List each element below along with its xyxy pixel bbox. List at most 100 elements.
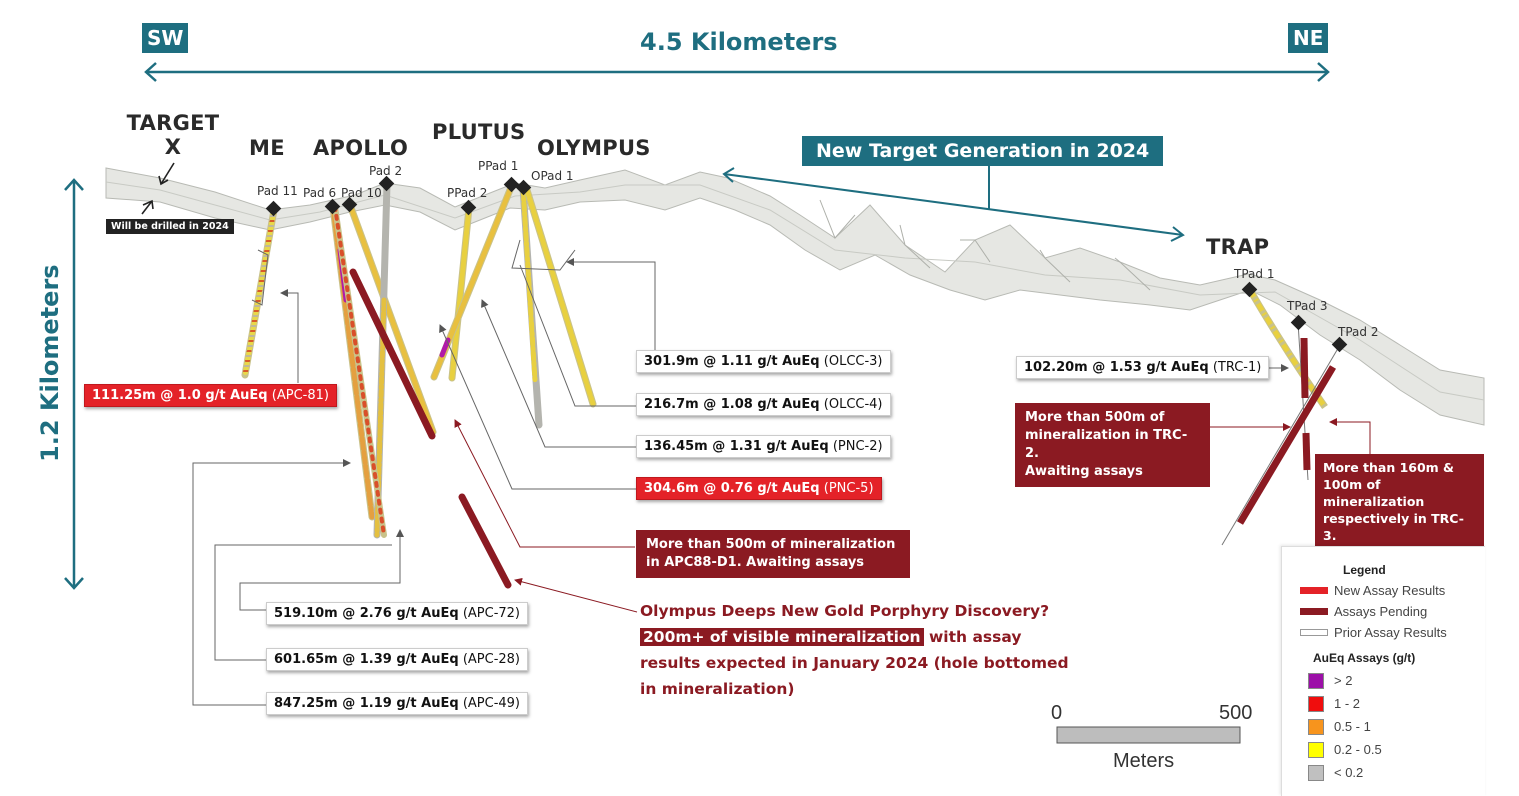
grade-swatch — [1308, 764, 1324, 781]
target-me-label: ME — [249, 136, 285, 160]
pad-markers — [265, 175, 1348, 353]
prior-swatch — [1300, 629, 1328, 636]
legend-item-new-assay: New Assay Results — [1300, 580, 1447, 601]
intercept-callout-pnc2: 136.45m @ 1.31 g/t AuEq (PNC-2) — [636, 435, 891, 458]
hole-id: (OLCC-3) — [823, 354, 883, 369]
pad-label: Pad 6 — [303, 186, 337, 200]
note-line: More than 160m & — [1323, 460, 1454, 475]
legend-label: 0.5 - 1 — [1334, 719, 1371, 734]
scale-bar-graphic — [1056, 726, 1241, 744]
note-line: More than 500m of mineralization — [646, 537, 896, 552]
intercept-value: 847.25m @ 1.19 g/t AuEq — [274, 696, 459, 711]
intercept-callout-apc72: 519.10m @ 2.76 g/t AuEq (APC-72) — [266, 602, 528, 625]
grade-swatch — [1308, 718, 1324, 735]
hole-id: (PNC-5) — [823, 481, 874, 496]
legend-label: Prior Assay Results — [1334, 625, 1447, 640]
legend-label: 1 - 2 — [1334, 696, 1361, 711]
legend-label: 0.2 - 0.5 — [1334, 742, 1382, 757]
hole-id: (APC-28) — [462, 652, 520, 667]
target-trap-label: TRAP — [1206, 235, 1270, 259]
leader-lines — [192, 239, 1371, 706]
intercept-value: 102.20m @ 1.53 g/t AuEq — [1024, 360, 1209, 375]
intercept-value: 216.7m @ 1.08 g/t AuEq — [644, 397, 820, 412]
discovery-text: with assay — [923, 628, 1022, 646]
pad-label: TPad 3 — [1287, 299, 1328, 313]
intercept-value: 301.9m @ 1.11 g/t AuEq — [644, 354, 820, 369]
horizontal-span-label: 4.5 Kilometers — [640, 28, 838, 56]
target-olympus-label: OLYMPUS — [537, 136, 651, 160]
legend-item-prior: Prior Assay Results — [1300, 622, 1447, 643]
note-line: mineralization in TRC-2. — [1025, 428, 1188, 461]
pad-label: OPad 1 — [531, 169, 574, 183]
legend-label: > 2 — [1334, 673, 1353, 688]
new-target-arrow — [722, 165, 1185, 242]
legend-panel: Legend New Assay Results Assays Pending … — [1281, 546, 1485, 796]
pending-note-trc2: More than 500m of mineralization in TRC-… — [1015, 403, 1210, 487]
target-x-line2: X — [164, 135, 182, 159]
pad-label: PPad 1 — [478, 159, 519, 173]
legend-grade-1-2: 1 - 2 — [1308, 692, 1382, 715]
horizontal-span-arrow — [144, 62, 1330, 82]
legend-label: Assays Pending — [1334, 604, 1428, 619]
intercept-callout-apc81: 111.25m @ 1.0 g/t AuEq (APC-81) — [84, 384, 337, 407]
grade-swatch — [1308, 672, 1324, 689]
legend-grade-02-05: 0.2 - 0.5 — [1308, 738, 1382, 761]
sw-direction-badge: SW — [142, 23, 189, 53]
intercept-value: 111.25m @ 1.0 g/t AuEq — [92, 388, 268, 403]
legend-grade-gt2: > 2 — [1308, 669, 1382, 692]
trap-drill-holes — [1221, 288, 1341, 546]
legend-label: < 0.2 — [1334, 765, 1364, 780]
hole-id: (APC-72) — [462, 606, 520, 621]
terrain-surface — [105, 167, 1485, 426]
hole-id: (APC-81) — [271, 388, 329, 403]
note-line: Awaiting assays — [1025, 464, 1143, 479]
discovery-title: Olympus Deeps New Gold Porphyry Discover… — [640, 602, 1050, 620]
note-line: in APC88-D1. Awaiting assays — [646, 555, 865, 570]
vertical-span-label: 1.2 Kilometers — [36, 264, 64, 462]
legend-title: Legend — [1343, 563, 1386, 577]
new-assay-swatch — [1300, 587, 1328, 594]
vertical-span-arrow — [64, 178, 84, 590]
grade-legend-title: AuEq Assays (g/t) — [1313, 651, 1416, 665]
will-be-drilled-note: Will be drilled in 2024 — [106, 219, 234, 234]
pending-swatch — [1300, 608, 1328, 615]
intercept-callout-pnc5: 304.6m @ 0.76 g/t AuEq (PNC-5) — [636, 477, 882, 500]
legend-grade-05-1: 0.5 - 1 — [1308, 715, 1382, 738]
legend-label: New Assay Results — [1334, 583, 1446, 598]
pending-note-apc88: More than 500m of mineralization in APC8… — [636, 530, 910, 578]
hole-id: (APC-49) — [462, 696, 520, 711]
scale-end: 500 — [1219, 702, 1253, 724]
intercept-callout-olcc3: 301.9m @ 1.11 g/t AuEq (OLCC-3) — [636, 350, 891, 373]
intercept-callout-olcc4: 216.7m @ 1.08 g/t AuEq (OLCC-4) — [636, 393, 891, 416]
discovery-text: results expected in January 2024 (hole b… — [640, 654, 1069, 672]
target-x-arrows — [141, 162, 175, 215]
note-line: More than 500m of — [1025, 410, 1165, 425]
intercept-value: 519.10m @ 2.76 g/t AuEq — [274, 606, 459, 621]
scale-start: 0 — [1051, 702, 1063, 724]
hole-id: (TRC-1) — [1212, 360, 1262, 375]
hole-id: (OLCC-4) — [823, 397, 883, 412]
intercept-callout-apc28: 601.65m @ 1.39 g/t AuEq (APC-28) — [266, 648, 528, 671]
target-plutus-label: PLUTUS — [432, 120, 526, 144]
grade-swatch — [1308, 695, 1324, 712]
intercept-callout-apc49: 847.25m @ 1.19 g/t AuEq (APC-49) — [266, 692, 528, 715]
note-line: 100m of mineralization — [1323, 477, 1425, 509]
pad-label: TPad 2 — [1338, 325, 1379, 339]
pad-label: TPad 1 — [1234, 267, 1275, 281]
legend-item-pending: Assays Pending — [1300, 601, 1447, 622]
discovery-text: in mineralization) — [640, 680, 795, 698]
target-x-label: TARGET X — [126, 111, 220, 159]
new-target-generation-banner: New Target Generation in 2024 — [802, 136, 1164, 166]
intercept-callout-trc1: 102.20m @ 1.53 g/t AuEq (TRC-1) — [1016, 356, 1270, 379]
scale-unit: Meters — [1113, 750, 1175, 772]
drill-holes — [241, 180, 597, 589]
hole-id: (PNC-2) — [832, 439, 883, 454]
discovery-highlight: 200m+ of visible mineralization — [640, 628, 924, 646]
intercept-value: 136.45m @ 1.31 g/t AuEq — [644, 439, 829, 454]
pad-label: PPad 2 — [447, 186, 488, 200]
grade-swatch — [1308, 741, 1324, 758]
intercept-value: 304.6m @ 0.76 g/t AuEq — [644, 481, 820, 496]
target-x-line1: TARGET — [126, 111, 220, 135]
pad-label: Pad 2 — [369, 164, 403, 178]
